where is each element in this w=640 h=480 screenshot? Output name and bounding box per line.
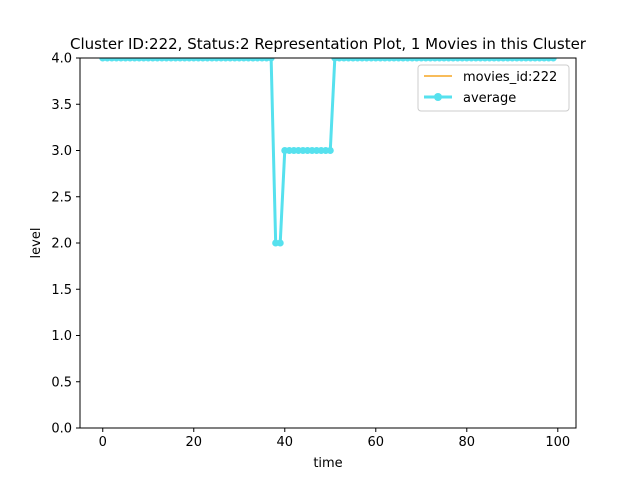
y-tick-label: 0.5: [51, 375, 72, 390]
data-point: [549, 58, 557, 62]
legend-label-average: average: [463, 91, 516, 106]
legend-label-movies: movies_id:222: [463, 70, 557, 85]
x-tick-label: 60: [368, 435, 385, 450]
y-tick-label: 3.5: [51, 98, 72, 113]
legend-box: [417, 64, 570, 112]
chart-title: Cluster ID:222, Status:2 Representation …: [70, 35, 587, 53]
data-point: [326, 147, 334, 154]
x-tick-label: 20: [185, 435, 202, 450]
axes-frame: [79, 57, 577, 429]
y-tick-label: 1.5: [51, 283, 72, 298]
x-axis-label: time: [313, 456, 342, 471]
y-axis-label: level: [29, 228, 44, 259]
y-tick-label: 2.0: [51, 237, 72, 252]
y-tick-label: 2.5: [51, 190, 72, 205]
data-point: [267, 58, 275, 62]
series-group: [99, 58, 557, 247]
y-tick-label: 4.0: [51, 52, 72, 67]
y-tick-label: 3.0: [51, 144, 72, 159]
y-tick-label: 0.0: [51, 422, 72, 437]
legend-marker-average: [434, 93, 442, 101]
x-tick-label: 40: [276, 435, 293, 450]
legend: movies_id:222 average: [417, 64, 570, 112]
x-tick-label: 100: [545, 435, 570, 450]
x-tick-label: 80: [459, 435, 476, 450]
tick-group: 0 20 40 60 80 100 0.0 0.5 1.0 1.5 2.0 2.5 3.0 3.5 4.0: [51, 52, 570, 451]
x-tick-label: 0: [99, 435, 107, 450]
y-tick-label: 1.0: [51, 329, 72, 344]
data-point: [276, 239, 284, 247]
